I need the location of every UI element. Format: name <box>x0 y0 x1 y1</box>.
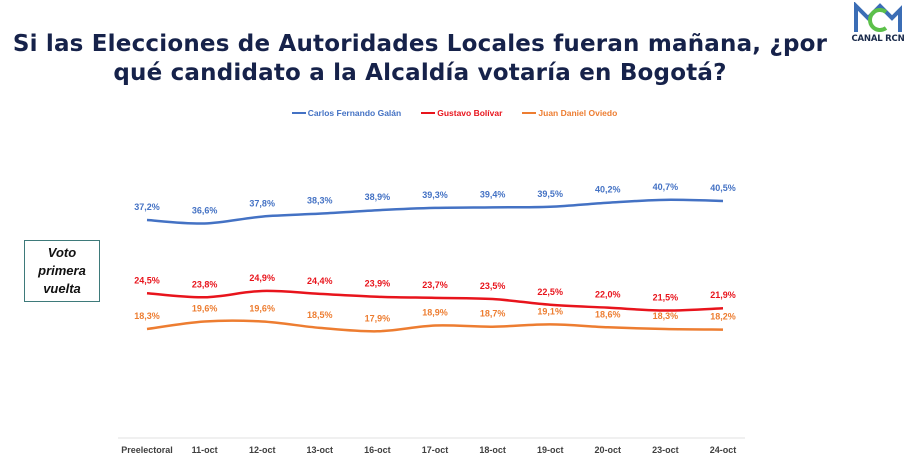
data-label: 17,9% <box>365 313 391 323</box>
vote-round-line1: Voto <box>47 245 77 260</box>
data-label: 40,2% <box>595 185 621 195</box>
chart-title-line1: Si las Elecciones de Autoridades Locales… <box>12 31 828 57</box>
data-label: 39,4% <box>480 189 506 199</box>
data-label: 18,9% <box>422 308 448 318</box>
x-tick-label: 19-oct <box>537 445 564 455</box>
series-line <box>146 198 724 225</box>
data-label: 24,9% <box>249 273 275 283</box>
data-label: 40,5% <box>710 183 736 193</box>
vote-round-label: Voto primera vuelta <box>24 240 100 302</box>
canal-rcn-logo: CANAL RCN <box>848 1 908 46</box>
x-tick-label: 18-oct <box>479 445 506 455</box>
data-label: 24,5% <box>134 275 160 285</box>
data-label: 19,6% <box>192 304 218 314</box>
data-label: 18,7% <box>480 309 506 319</box>
data-label: 18,5% <box>307 310 333 320</box>
data-label: 40,7% <box>653 182 679 192</box>
data-label: 21,9% <box>710 290 736 300</box>
vote-round-line3: vuelta <box>43 281 81 296</box>
legend-swatch <box>522 112 537 114</box>
data-label: 38,3% <box>307 196 333 206</box>
x-tick-label: Preelectoral <box>121 445 173 455</box>
chart-title-line2: qué candidato a la Alcaldía votaría en B… <box>113 60 727 86</box>
data-label: 18,6% <box>595 309 621 319</box>
x-tick-label: 16-oct <box>364 445 391 455</box>
series-layer: 37,2% 36,6% 37,8% 38,3% 38,9% 39,3% 39,4% 39,5%… <box>134 182 736 333</box>
legend-item: Juan Daniel Oviedo <box>522 108 617 118</box>
legend-swatch <box>421 112 436 114</box>
logo-text: CANAL RCN <box>851 34 905 44</box>
data-label: 23,9% <box>365 279 391 289</box>
data-label: 18,3% <box>134 311 160 321</box>
series-line <box>146 289 724 312</box>
x-tick-label: 24-oct <box>710 445 737 455</box>
chart-legend: Carlos Fernando Galán Gustavo Bolívar Ju… <box>0 108 909 118</box>
legend-label: Juan Daniel Oviedo <box>538 108 618 118</box>
vote-round-line2: primera <box>38 263 86 278</box>
data-label: 22,0% <box>595 290 621 300</box>
data-label: 37,8% <box>249 199 275 209</box>
x-tick-label: 11-oct <box>192 445 218 455</box>
data-label: 22,5% <box>537 287 563 297</box>
data-label: 38,9% <box>365 192 391 202</box>
legend-item: Carlos Fernando Galán <box>291 108 402 118</box>
legend-label: Gustavo Bolívar <box>437 108 503 118</box>
data-label: 37,2% <box>134 202 160 212</box>
legend-label: Carlos Fernando Galán <box>307 108 402 118</box>
data-label: 19,1% <box>537 306 563 316</box>
chart-title: Si las Elecciones de Autoridades Locales… <box>0 30 840 88</box>
legend-swatch <box>291 112 306 114</box>
data-label: 19,6% <box>249 304 275 314</box>
data-label: 39,3% <box>422 190 448 200</box>
data-label: 39,5% <box>537 189 563 199</box>
rcn-logo-icon <box>854 1 902 32</box>
data-label: 18,2% <box>710 312 736 322</box>
data-label: 21,5% <box>653 293 679 303</box>
legend-item: Gustavo Bolívar <box>421 108 502 118</box>
x-tick-label: 13-oct <box>307 445 334 455</box>
data-label: 36,6% <box>192 205 218 215</box>
data-label: 23,5% <box>480 281 506 291</box>
series-line <box>146 319 724 333</box>
x-axis-labels: Preelectoral 11-oct 12-oct 13-oct 16-oct 17-o… <box>121 445 736 455</box>
x-tick-label: 12-oct <box>249 445 276 455</box>
data-label: 24,4% <box>307 276 333 286</box>
data-label: 18,3% <box>653 311 679 321</box>
x-tick-label: 17-oct <box>422 445 449 455</box>
x-tick-label: 20-oct <box>595 445 622 455</box>
x-tick-label: 23-oct <box>652 445 679 455</box>
data-label: 23,7% <box>422 280 448 290</box>
data-label: 23,8% <box>192 279 218 289</box>
